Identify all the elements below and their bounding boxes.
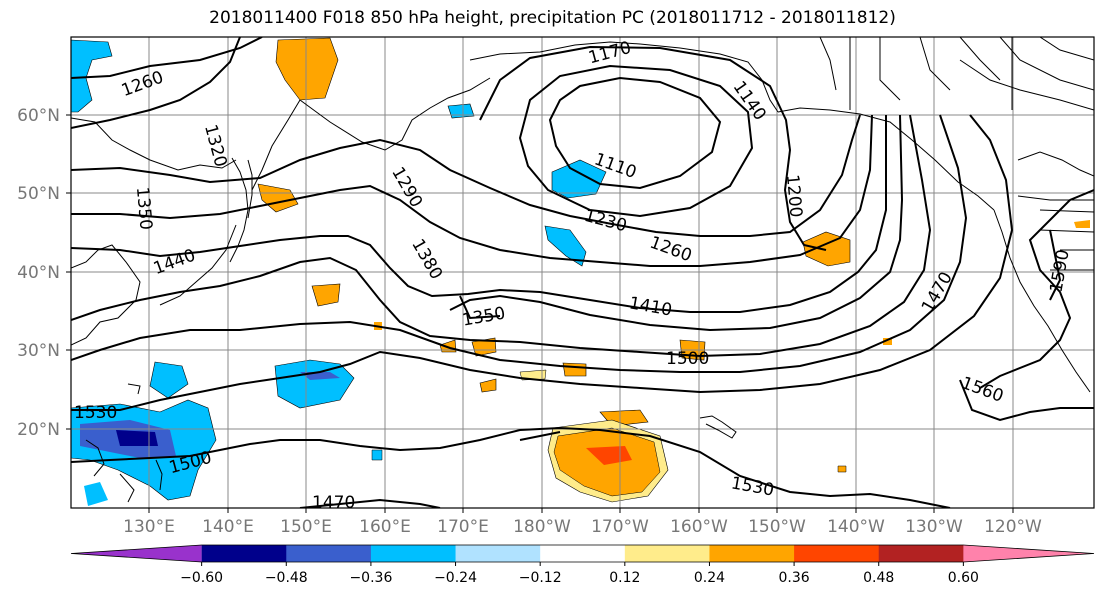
lon-label: 150°W [748, 517, 806, 537]
thin-contours [819, 37, 1094, 101]
colorbar-swatch [709, 545, 795, 562]
lat-label: 20°N [17, 420, 60, 440]
lon-label: 180°W [513, 517, 571, 537]
lon-label: 130°E [123, 517, 175, 537]
precip-positive-area [479, 378, 497, 393]
precip-negative-area [371, 449, 383, 461]
precip-positive-area [311, 283, 341, 307]
lon-label: 160°W [670, 517, 728, 537]
coastlines [71, 37, 1094, 503]
contour-label: 1530 [74, 403, 117, 423]
lon-label: 150°E [280, 517, 332, 537]
colorbar-tick-label: −0.60 [180, 570, 223, 586]
colorbar-swatch [286, 545, 372, 562]
colorbar-swatch [455, 545, 541, 562]
precip-negative-area [84, 482, 108, 506]
colorbar-swatch [878, 545, 964, 562]
contour-label: 1500 [666, 349, 709, 369]
lat-label: 30°N [17, 341, 60, 361]
precip-negative-area [274, 359, 355, 409]
map-title: 2018011400 F018 850 hPa height, precipit… [209, 8, 896, 28]
colorbar-tick-label: −0.24 [434, 570, 477, 586]
precip-positive-area [1074, 220, 1090, 228]
lon-label: 130°W [905, 517, 963, 537]
precip-negative-area [551, 159, 607, 199]
contour-label: 1200 [782, 174, 806, 219]
lon-label: 170°E [437, 517, 489, 537]
colorbar-tick-label: −0.12 [519, 570, 562, 586]
colorbar-tick-label: −0.36 [349, 570, 392, 586]
precip-negative-area [149, 361, 189, 399]
lon-label: 170°W [591, 517, 649, 537]
precip-positive-area [837, 465, 847, 473]
colorbar-tick-label: 0.12 [609, 570, 640, 586]
colorbar-ticks: −0.60 −0.48 −0.36 −0.24 −0.12 0.12 0.24 0.36 0.4… [180, 562, 979, 586]
latitude-labels: 60°N 50°N 40°N 30°N 20°N [17, 106, 60, 440]
precip-positive-area [471, 337, 497, 357]
contour-label: 1470 [312, 493, 355, 513]
colorbar-swatch [201, 545, 287, 562]
colorbar-tick-label: 0.48 [863, 570, 894, 586]
precip-positive-area [802, 231, 851, 267]
colorbar-swatch [963, 545, 1094, 562]
lat-label: 60°N [17, 106, 60, 126]
colorbar [70, 544, 1095, 563]
colorbar-swatch [370, 545, 457, 562]
lon-label: 160°E [359, 517, 411, 537]
precip-positive-area [275, 37, 339, 101]
precipitation-shading [71, 37, 1090, 506]
precip-negative-area [544, 225, 587, 267]
lat-label: 40°N [17, 263, 60, 283]
longitude-labels: 130°E 140°E 150°E 160°E 170°E 180°W 170°… [123, 517, 1042, 537]
precip-negative-area [447, 103, 475, 119]
height-contours [71, 37, 1094, 508]
lon-label: 120°W [984, 517, 1042, 537]
precip-positive-area [562, 362, 587, 377]
lon-label: 140°W [827, 517, 885, 537]
colorbar-tick-label: −0.48 [265, 570, 308, 586]
lon-label: 140°E [202, 517, 254, 537]
colorbar-tick-label: 0.60 [948, 570, 979, 586]
colorbar-swatch [540, 545, 626, 562]
lat-label: 50°N [17, 184, 60, 204]
colorbar-tick-label: 0.36 [779, 570, 810, 586]
precip-negative-area [116, 430, 158, 446]
contour-label: 1350 [132, 186, 156, 231]
colorbar-swatch [71, 545, 202, 562]
axis-ticks [66, 114, 1014, 513]
colorbar-swatch [794, 545, 880, 562]
colorbar-tick-label: 0.24 [694, 570, 725, 586]
colorbar-swatch [624, 545, 710, 562]
